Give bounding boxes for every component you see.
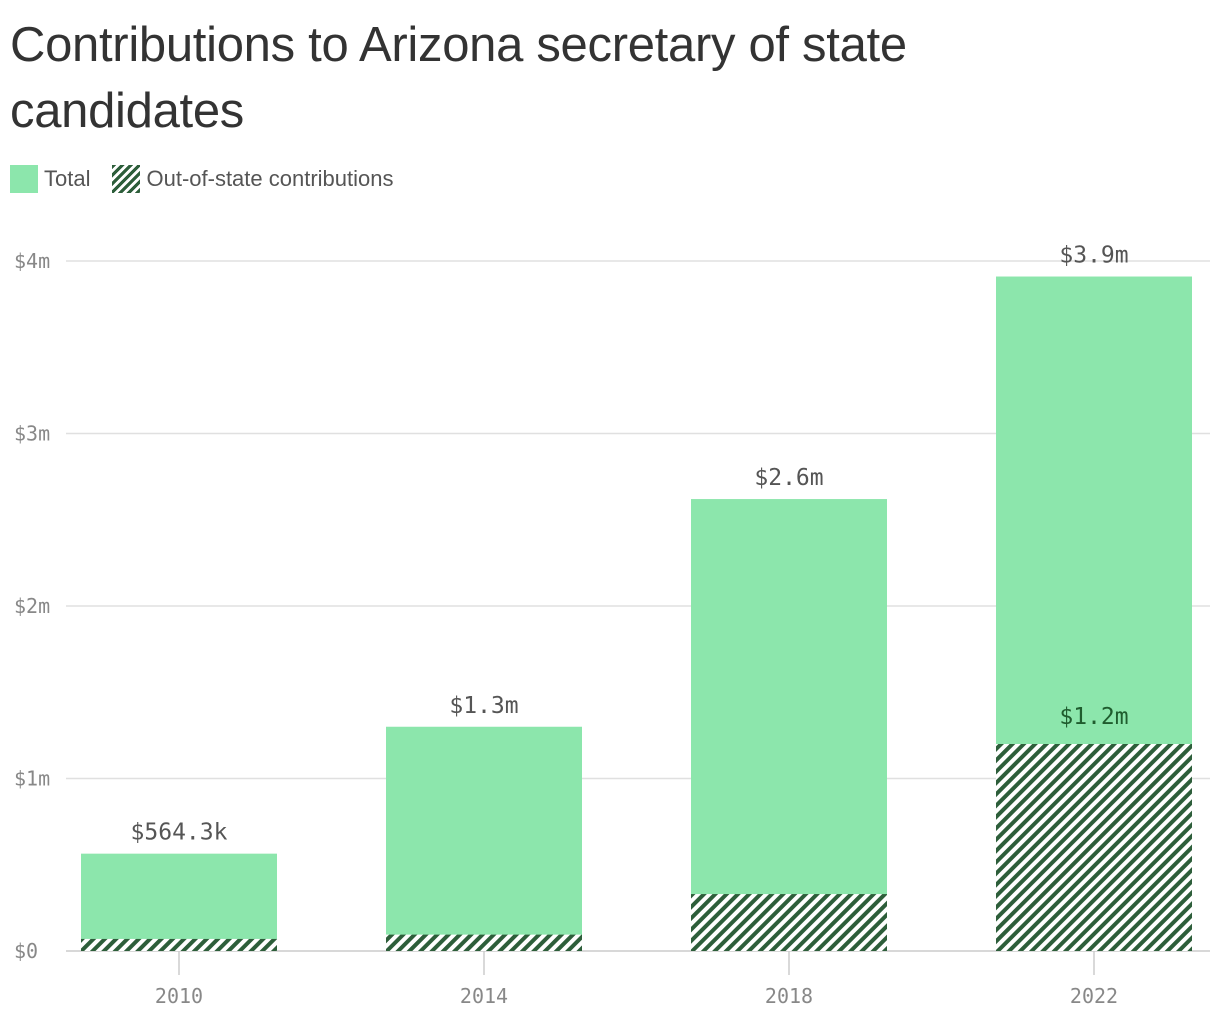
x-tick-label: 2014 xyxy=(460,984,508,1008)
legend-item-out-of-state: Out-of-state contributions xyxy=(112,165,394,193)
x-axis-ticks: 2010 2014 2018 2022 xyxy=(155,951,1118,1008)
legend: Total Out-of-state contributions xyxy=(10,164,416,194)
data-label-total: $564.3k xyxy=(131,820,228,846)
x-tick-label: 2022 xyxy=(1070,984,1118,1008)
y-tick-label: $1m xyxy=(14,767,50,791)
chart-title: Contributions to Arizona secretary of st… xyxy=(10,18,907,138)
legend-label-out-of-state: Out-of-state contributions xyxy=(146,166,394,191)
bar-out-of-state xyxy=(386,934,582,951)
y-tick-label: $3m xyxy=(14,422,50,446)
bar-out-of-state xyxy=(81,938,277,951)
bars xyxy=(81,276,1192,951)
data-label-out-of-state: $1.2m xyxy=(1059,704,1128,730)
y-tick-label: $0 xyxy=(14,939,38,963)
bar-total xyxy=(691,499,887,951)
legend-item-total: Total xyxy=(10,165,90,193)
legend-swatch-total xyxy=(10,165,38,193)
bar-out-of-state xyxy=(691,894,887,951)
data-labels: $564.3k $1.3m $2.6m $3.9m $1.2m xyxy=(131,243,1129,846)
y-axis-ticks: $0 $1m $2m $3m $4m xyxy=(14,249,50,963)
y-tick-label: $4m xyxy=(14,249,50,273)
data-label-total: $3.9m xyxy=(1059,243,1128,269)
x-tick-label: 2018 xyxy=(765,984,813,1008)
data-label-total: $2.6m xyxy=(754,465,823,491)
bar-total xyxy=(386,726,582,951)
bar-total xyxy=(81,853,277,951)
legend-label-total: Total xyxy=(44,166,91,191)
data-label-total: $1.3m xyxy=(449,693,518,719)
y-tick-label: $2m xyxy=(14,594,50,618)
x-tick-label: 2010 xyxy=(155,984,203,1008)
legend-swatch-out-of-state xyxy=(112,165,141,193)
bar-out-of-state xyxy=(996,744,1192,951)
